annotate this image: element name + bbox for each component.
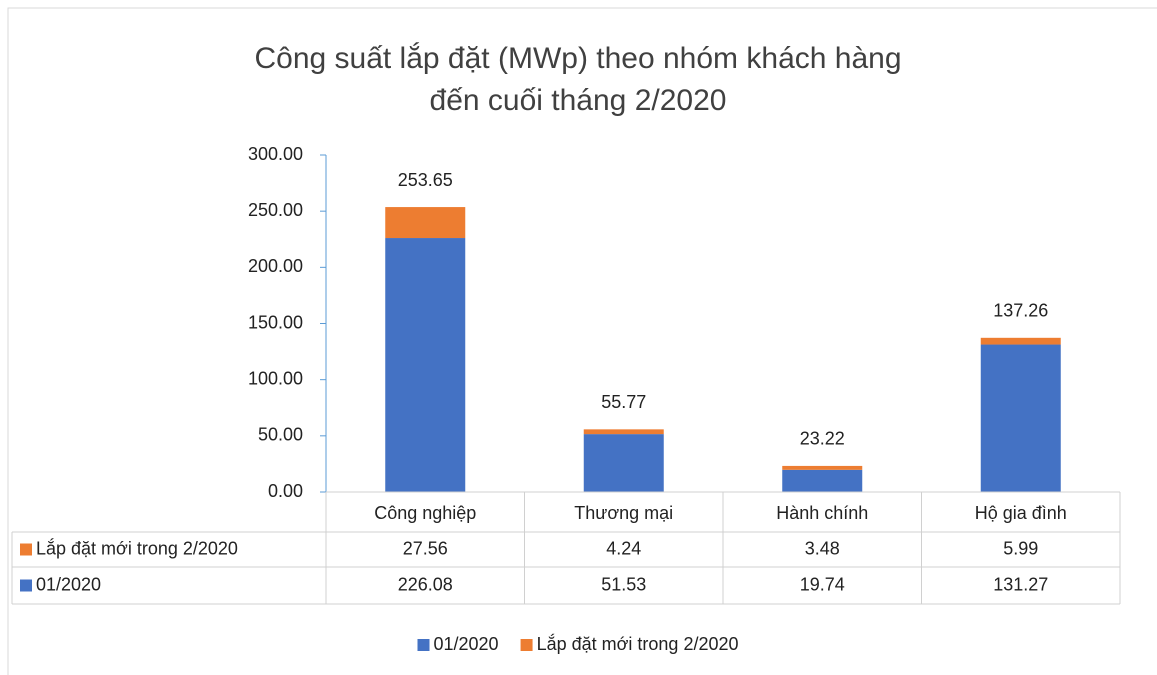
y-tick-label: 50.00 <box>258 425 303 445</box>
total-label: 23.22 <box>800 429 845 449</box>
table-row-label: 01/2020 <box>36 574 101 594</box>
bar-segment <box>385 207 466 239</box>
table-cell: 27.56 <box>403 538 448 558</box>
bar-segment <box>980 337 1061 345</box>
table-row-label: Lắp đặt mới trong 2/2020 <box>36 537 238 558</box>
table-cell: 4.24 <box>606 538 641 558</box>
table-cell: 3.48 <box>805 538 840 558</box>
total-label: 137.26 <box>993 301 1048 321</box>
total-label: 55.77 <box>601 392 646 412</box>
x-tick-label: Công nghiệp <box>374 503 476 523</box>
bar-segment <box>583 434 664 492</box>
chart-border <box>7 7 1157 675</box>
table-cell: 226.08 <box>398 574 453 594</box>
total-label: 253.65 <box>398 170 453 190</box>
table-cell: 5.99 <box>1003 538 1038 558</box>
y-tick-label: 200.00 <box>248 256 303 276</box>
legend-label: Lắp đặt mới trong 2/2020 <box>537 633 739 654</box>
x-tick-label: Hành chính <box>776 503 868 523</box>
y-tick-label: 100.00 <box>248 368 303 388</box>
bar-segment <box>385 238 466 492</box>
table-cell: 131.27 <box>993 574 1048 594</box>
table-legend-key <box>20 579 32 592</box>
table-cell: 51.53 <box>601 574 646 594</box>
legend-key <box>520 639 533 651</box>
legend-label: 01/2020 <box>433 634 498 654</box>
bar-segment <box>782 469 863 492</box>
table-legend-key <box>20 543 32 556</box>
table-cell: 19.74 <box>800 574 845 594</box>
y-tick-label: 0.00 <box>268 481 303 501</box>
y-tick-label: 250.00 <box>248 200 303 220</box>
x-tick-label: Thương mại <box>574 503 673 523</box>
chart-title: đến cuối tháng 2/2020 <box>430 84 727 117</box>
x-tick-label: Hộ gia đình <box>975 503 1067 523</box>
chart-title: Công suất lắp đặt (MWp) theo nhóm khách … <box>254 42 901 75</box>
bar-segment <box>583 429 664 435</box>
bar-segment <box>782 465 863 470</box>
y-tick-label: 150.00 <box>248 312 303 332</box>
legend-key <box>417 639 430 651</box>
bar-segment <box>980 344 1061 492</box>
y-tick-label: 300.00 <box>248 144 303 164</box>
